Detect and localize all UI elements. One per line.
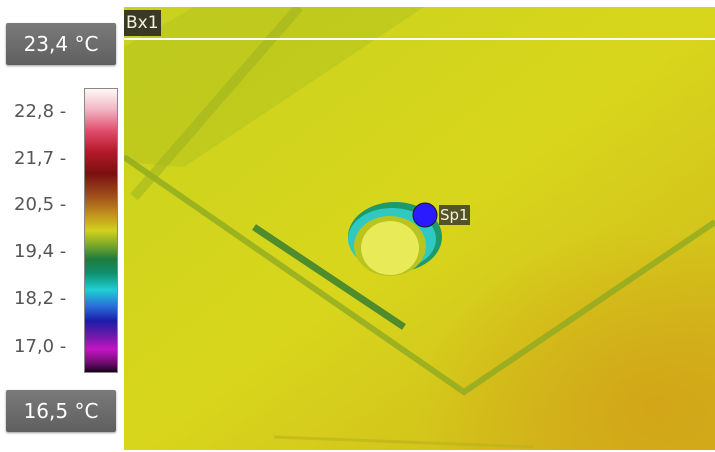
measurement-box-label[interactable]: Bx1 bbox=[124, 10, 161, 36]
spot-label: Sp1 bbox=[439, 205, 470, 225]
min-temperature-readout: 16,5 °C bbox=[6, 390, 116, 432]
thermal-image-canvas bbox=[124, 7, 715, 450]
color-scale-bar bbox=[84, 88, 118, 373]
scale-tick-label: 22,8 - bbox=[14, 101, 67, 122]
pipe-core bbox=[361, 221, 419, 275]
bottom-seam bbox=[273, 435, 535, 449]
thermal-image[interactable] bbox=[124, 7, 715, 450]
measurement-box-outline bbox=[124, 38, 715, 40]
scale-tick-label: 20,5 - bbox=[14, 194, 67, 215]
scale-tick-label: 17,0 - bbox=[14, 336, 67, 357]
min-temperature-value: 16,5 °C bbox=[23, 399, 99, 423]
spot-marker[interactable] bbox=[410, 200, 440, 230]
max-temperature-value: 23,4 °C bbox=[23, 32, 99, 56]
max-temperature-readout: 23,4 °C bbox=[6, 23, 116, 65]
cold-seam bbox=[252, 224, 406, 330]
seam-line bbox=[124, 154, 715, 396]
scale-tick-label: 19,4 - bbox=[14, 241, 67, 262]
scale-tick-label: 18,2 - bbox=[14, 288, 67, 309]
scale-tick-label: 21,7 - bbox=[14, 148, 67, 169]
